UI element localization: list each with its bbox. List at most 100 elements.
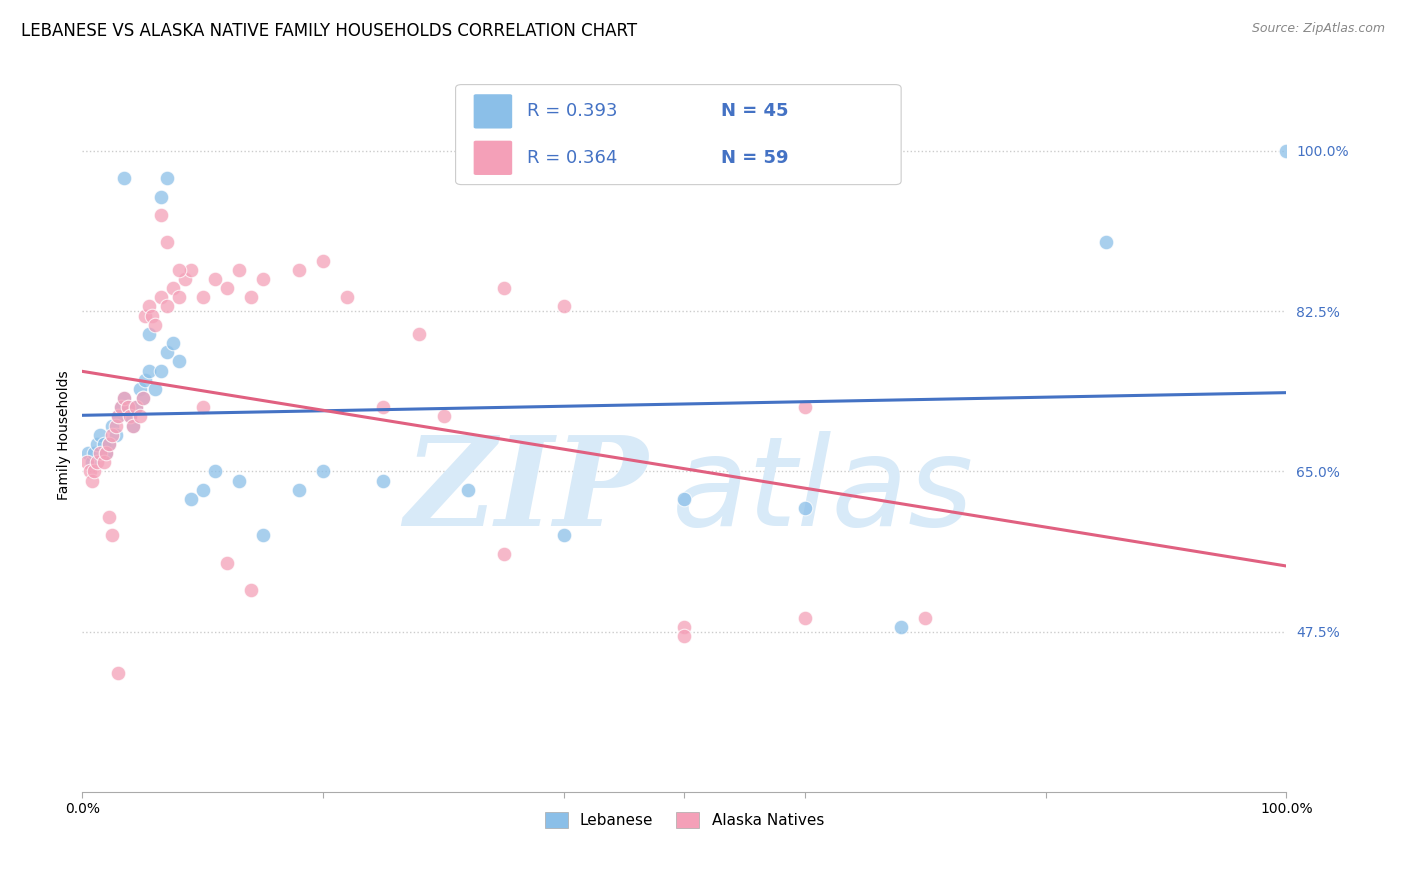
Text: R = 0.364: R = 0.364 [527,149,617,167]
Point [373,474,395,488]
Point [155,235,177,250]
Point [204,464,226,478]
Point [76,455,98,469]
Point [107,409,129,424]
Point [83,446,105,460]
Text: LEBANESE VS ALASKA NATIVE FAMILY HOUSEHOLDS CORRELATION CHART: LEBANESE VS ALASKA NATIVE FAMILY HOUSEHO… [21,22,637,40]
Point [180,491,202,506]
Point [125,401,148,415]
Point [93,455,115,469]
Point [180,262,202,277]
Legend: Lebanese, Alaska Natives: Lebanese, Alaska Natives [538,806,830,834]
Point [107,409,129,424]
Point [288,483,311,497]
FancyBboxPatch shape [474,141,512,175]
Point [121,418,143,433]
Point [149,290,172,304]
Y-axis label: Family Households: Family Households [58,370,72,500]
Text: atlas: atlas [672,432,974,552]
FancyBboxPatch shape [456,85,901,185]
Point [914,611,936,625]
Point [114,171,136,186]
Point [96,446,118,460]
Point [138,300,160,314]
Point [89,427,111,442]
Point [131,391,153,405]
Point [312,464,335,478]
Point [457,483,479,497]
Point [143,382,166,396]
FancyBboxPatch shape [474,95,512,128]
Point [191,290,214,304]
Point [167,354,190,368]
Point [793,611,815,625]
Point [79,464,101,478]
Point [117,401,139,415]
Point [336,290,359,304]
Point [890,620,912,634]
Point [492,281,515,295]
Point [80,474,103,488]
Point [228,474,250,488]
Point [105,418,128,433]
Text: ZIP: ZIP [405,431,648,553]
Point [107,665,129,680]
Point [129,382,152,396]
Point [149,208,172,222]
Point [97,437,120,451]
Point [131,391,153,405]
Point [239,583,262,598]
Point [143,318,166,332]
Point [155,171,177,186]
Point [673,620,696,634]
Point [191,401,214,415]
Point [97,437,120,451]
Point [162,336,184,351]
Point [89,446,111,460]
Point [432,409,454,424]
Point [173,272,195,286]
Point [553,300,575,314]
Point [125,401,148,415]
Point [120,409,142,424]
Point [101,418,124,433]
Point [141,309,163,323]
Point [167,262,190,277]
Point [105,427,128,442]
Point [129,409,152,424]
Point [215,556,238,570]
Point [117,401,139,415]
Point [155,345,177,359]
Point [114,391,136,405]
Point [492,547,515,561]
Point [312,253,335,268]
Point [149,189,172,203]
Point [553,528,575,542]
Point [167,290,190,304]
Point [138,363,160,377]
Point [86,437,108,451]
Text: N = 45: N = 45 [720,103,787,120]
Point [155,300,177,314]
Text: N = 59: N = 59 [720,149,787,167]
Point [228,262,250,277]
Point [110,401,132,415]
Point [239,290,262,304]
Point [138,326,160,341]
Point [793,500,815,515]
Point [1095,235,1118,250]
Text: Source: ZipAtlas.com: Source: ZipAtlas.com [1251,22,1385,36]
Point [114,391,136,405]
Point [408,326,430,341]
Point [673,491,696,506]
Text: R = 0.393: R = 0.393 [527,103,617,120]
Point [1275,144,1298,158]
Point [149,363,172,377]
Point [215,281,238,295]
Point [93,437,115,451]
Point [134,373,156,387]
Point [120,409,142,424]
Point [96,446,118,460]
Point [191,483,214,497]
Point [252,528,274,542]
